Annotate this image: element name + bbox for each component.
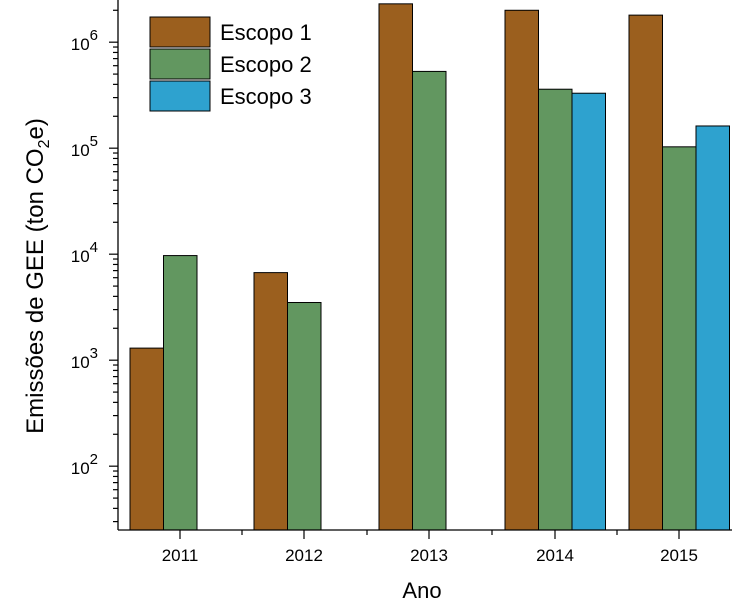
y-tick-label: 106 <box>71 27 98 54</box>
bar-2015-escopo-3 <box>695 125 730 531</box>
bar-2013-escopo-2 <box>412 70 447 531</box>
x-axis-title: Ano <box>402 578 441 603</box>
y-tick-label: 104 <box>71 239 98 266</box>
bar-2011-escopo-2 <box>163 255 198 531</box>
bar-2015-escopo-1 <box>628 14 663 531</box>
y-tick-label-exponent: 3 <box>90 345 98 362</box>
y-tick-label-base: 10 <box>71 353 90 372</box>
bars-group <box>129 3 730 531</box>
x-tick-label-2014: 2014 <box>536 546 574 565</box>
x-tick-label-2012: 2012 <box>285 546 323 565</box>
y-tick-label-exponent: 2 <box>90 451 98 468</box>
bar-2015-escopo-2 <box>662 146 697 531</box>
legend: Escopo 1 Escopo 2 Escopo 3 <box>149 16 312 112</box>
x-tick-label-2015: 2015 <box>660 546 698 565</box>
y-axis-title-subscript: 2 <box>36 139 53 148</box>
legend-label-escopo-3: Escopo 3 <box>220 84 312 109</box>
y-tick-label-base: 10 <box>71 35 90 54</box>
bar-2013-escopo-1 <box>378 3 413 531</box>
y-tick-label: 103 <box>71 345 98 372</box>
y-axis-title-main: Emissões de GEE (ton CO <box>22 148 49 433</box>
bar-2014-escopo-2 <box>538 88 573 531</box>
y-tick-label-base: 10 <box>71 141 90 160</box>
bar-2011-escopo-1 <box>129 347 164 531</box>
y-axis-title: Emissões de GEE (ton CO2e) <box>22 118 53 434</box>
bar-2012-escopo-1 <box>253 272 288 531</box>
bar-2014-escopo-1 <box>504 9 539 531</box>
x-tick-label-2011: 2011 <box>162 546 199 565</box>
x-tick-label-2013: 2013 <box>410 546 448 565</box>
bar-2012-escopo-2 <box>287 302 322 531</box>
legend-swatch-escopo-1 <box>149 16 211 48</box>
legend-label-escopo-1: Escopo 1 <box>220 20 312 45</box>
y-tick-label-base: 10 <box>71 247 90 266</box>
y-tick-label-exponent: 6 <box>90 27 98 44</box>
legend-swatch-escopo-2 <box>149 48 211 80</box>
y-axis-title-tail: e) <box>22 118 49 139</box>
legend-swatch-escopo-3 <box>149 80 211 112</box>
y-tick-label: 105 <box>71 133 98 160</box>
y-tick-label: 102 <box>71 451 98 478</box>
bar-2014-escopo-3 <box>571 92 606 531</box>
y-tick-label-exponent: 4 <box>90 239 98 256</box>
y-tick-label-exponent: 5 <box>90 133 98 150</box>
y-tick-label-base: 10 <box>71 459 90 478</box>
legend-label-escopo-2: Escopo 2 <box>220 52 312 77</box>
